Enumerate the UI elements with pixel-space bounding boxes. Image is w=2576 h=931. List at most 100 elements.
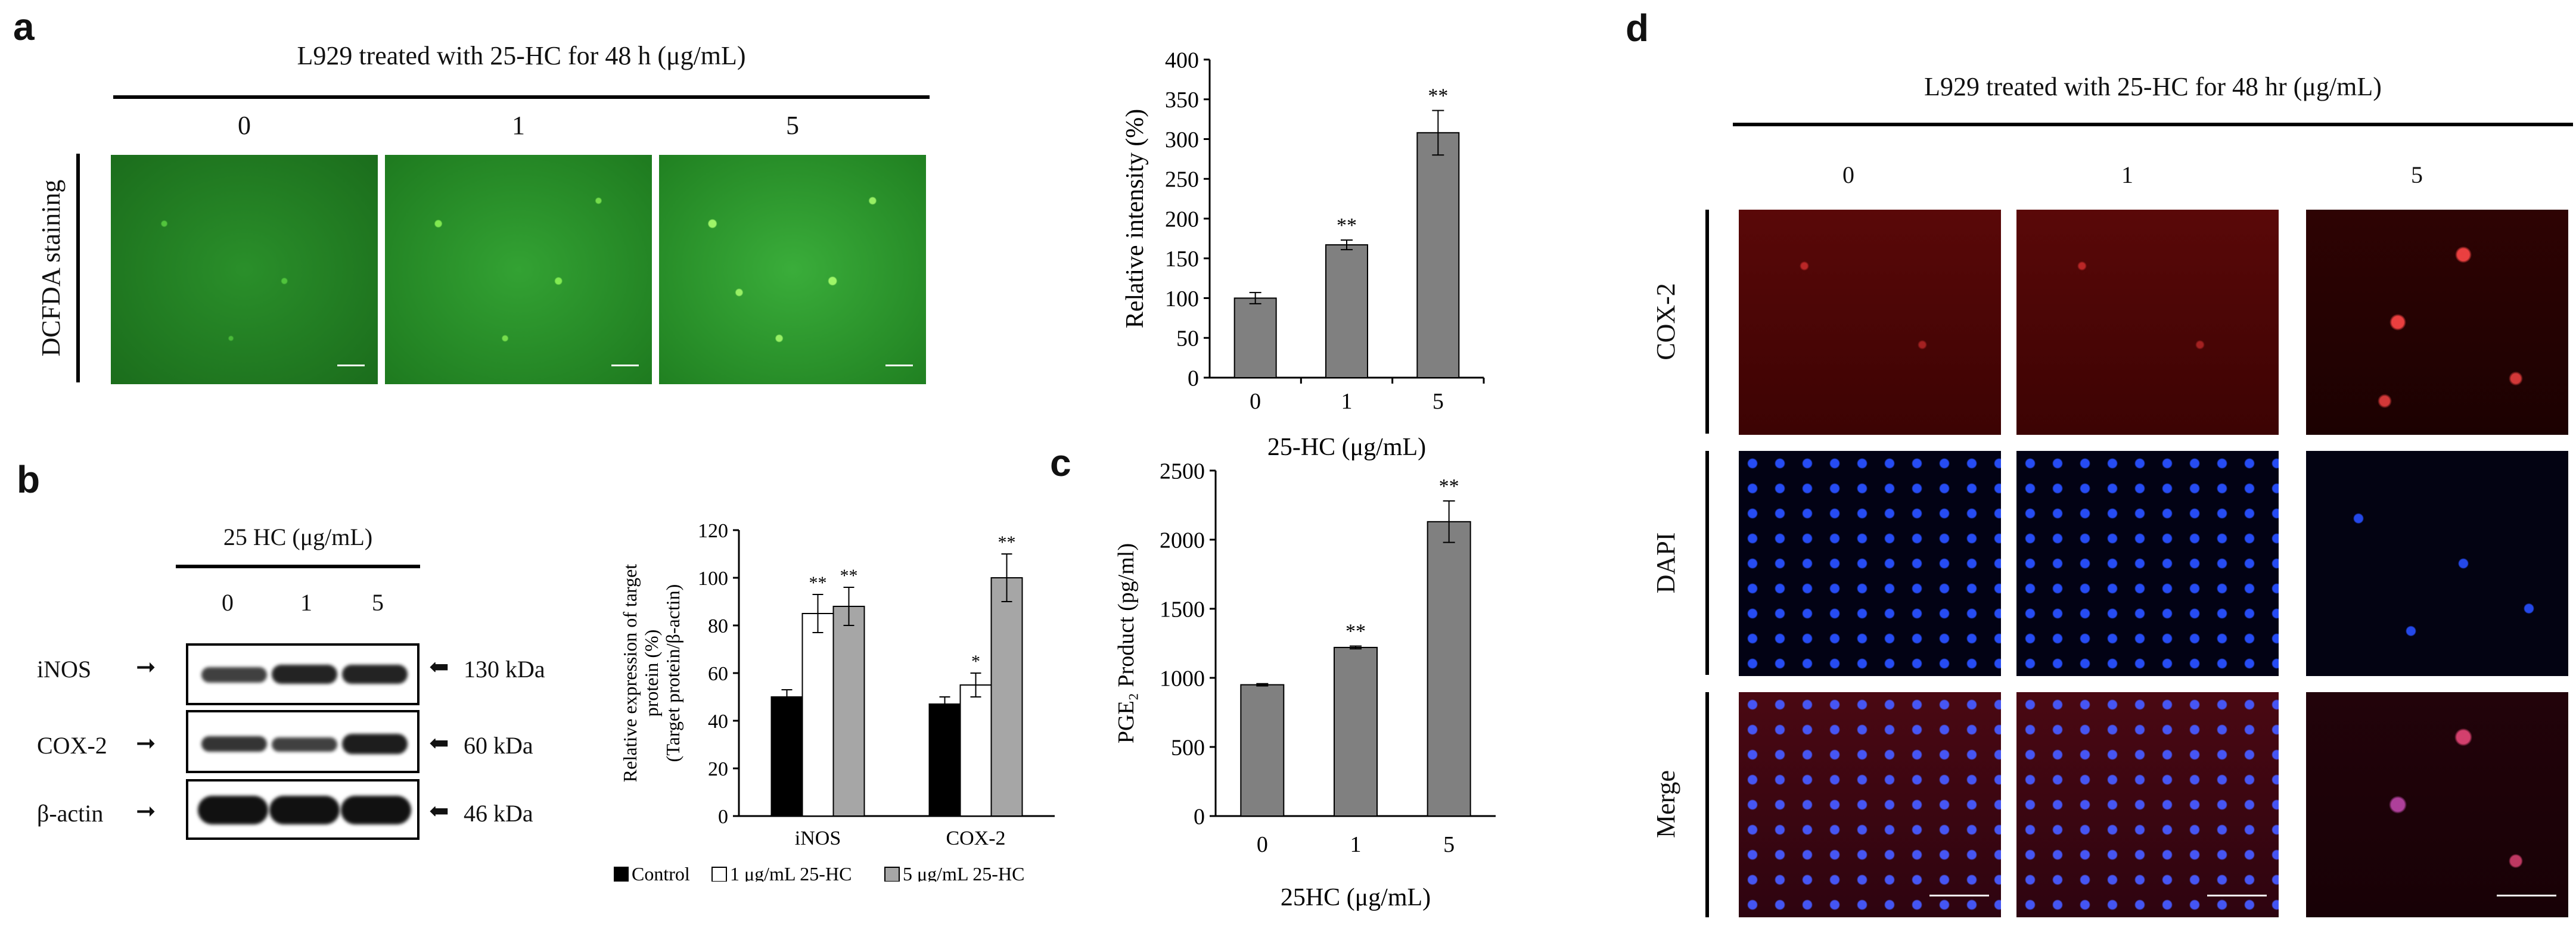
arrow-icon: ➞ bbox=[136, 653, 156, 680]
panel-a-title: L929 treated with 25-HC for 48 h (μg/mL) bbox=[297, 41, 746, 70]
scale-bar bbox=[337, 365, 365, 366]
y-tick-label: 350 bbox=[1165, 88, 1199, 113]
cox2-image-dose-1 bbox=[2016, 210, 2279, 435]
cox2-image-dose-5 bbox=[2306, 210, 2568, 435]
scale-bar bbox=[2207, 895, 2267, 896]
panel-d-title-rule bbox=[1733, 123, 2573, 126]
panel-a-dose-5: 5 bbox=[786, 111, 799, 140]
blot-size-inos: 130 kDa bbox=[464, 656, 545, 683]
blot-inos bbox=[186, 643, 420, 705]
significance-label: ** bbox=[1346, 621, 1366, 643]
panel-d-row-label-cox2: COX-2 bbox=[1651, 283, 1680, 360]
panel-d-dose-1: 1 bbox=[2121, 161, 2133, 188]
cox2-image-dose-0 bbox=[1739, 210, 2001, 435]
arrow-icon: ⬅ bbox=[429, 798, 449, 824]
significance-label: ** bbox=[809, 573, 827, 593]
x-tick-label: 1 bbox=[1350, 832, 1362, 857]
blot-label-inos: iNOS bbox=[37, 656, 92, 683]
dcfda-image-dose-0 bbox=[111, 155, 378, 384]
bar-0 bbox=[1240, 684, 1285, 817]
panel-a-row-rule bbox=[76, 154, 80, 382]
panel-a-row-label: DCFDA staining bbox=[36, 179, 66, 357]
bar-5 bbox=[1427, 521, 1471, 817]
y-tick-label: 300 bbox=[1165, 127, 1199, 152]
panel-a-dose-1: 1 bbox=[512, 111, 525, 140]
y-axis-label: Relative intensity (%) bbox=[1121, 109, 1149, 329]
band-cox2-5 bbox=[342, 734, 408, 754]
panel-b-title: 25 HC (μg/mL) bbox=[223, 524, 373, 550]
dcfda-image-dose-5 bbox=[659, 155, 926, 384]
dcfda-image-dose-1 bbox=[385, 155, 652, 384]
significance-label: * bbox=[971, 652, 980, 671]
y-tick-label: 1000 bbox=[1160, 666, 1205, 691]
bar-iNOS-1 μg/mL 25-HC bbox=[801, 613, 834, 817]
arrow-icon: ➞ bbox=[136, 798, 156, 824]
bar-1 bbox=[1334, 646, 1378, 817]
y-tick-label: 20 bbox=[708, 758, 728, 780]
panel-b-dose-0: 0 bbox=[222, 589, 234, 616]
y-tick-label: 200 bbox=[1165, 207, 1199, 232]
blot-size-actin: 46 kDa bbox=[464, 800, 533, 827]
panel-a-bar-chart: 0 50 100 150 200 250 300 350 400 0 ** 1 ** 5 25-HC (μg… bbox=[1121, 48, 1485, 461]
y-tick-label: 0 bbox=[718, 806, 728, 828]
y-tick-label: 60 bbox=[708, 663, 728, 685]
panel-label-d: d bbox=[1626, 7, 1649, 49]
significance-label: ** bbox=[1428, 85, 1448, 107]
panel-b-title-rule bbox=[176, 565, 420, 568]
band-cox2-1 bbox=[272, 737, 337, 752]
x-tick-label: 1 bbox=[1341, 389, 1353, 414]
y-tick-label: 2000 bbox=[1160, 528, 1205, 553]
bar-5 bbox=[1416, 132, 1460, 378]
panel-d-row-rule bbox=[1705, 451, 1709, 675]
y-axis-label: Relative expression of target bbox=[619, 564, 641, 783]
band-inos-5 bbox=[342, 665, 408, 684]
panel-b-dose-5: 5 bbox=[372, 589, 384, 616]
blot-actin bbox=[186, 779, 420, 840]
legend-swatch-3 bbox=[884, 867, 900, 882]
bar-1 bbox=[1325, 244, 1368, 378]
band-actin-5 bbox=[341, 796, 411, 824]
y-tick-label: 100 bbox=[698, 568, 728, 590]
bar-COX-2-1 μg/mL 25-HC bbox=[959, 684, 992, 817]
blot-size-cox2: 60 kDa bbox=[464, 732, 533, 759]
panel-d-dose-5: 5 bbox=[2411, 161, 2423, 188]
panel-d-title: L929 treated with 25-HC for 48 hr (μg/mL… bbox=[1924, 72, 2382, 101]
blot-label-actin: β-actin bbox=[37, 800, 104, 827]
y-tick-label: 500 bbox=[1171, 735, 1205, 760]
legend-label-2: 1 μg/mL 25-HC bbox=[730, 863, 852, 882]
panel-d-dose-0: 0 bbox=[1842, 161, 1854, 188]
blot-label-cox2: COX-2 bbox=[37, 732, 107, 759]
y-tick-label: 50 bbox=[1176, 326, 1199, 351]
band-cox2-0 bbox=[201, 736, 267, 752]
y-axis-label: PGE₂ Product (pg/ml) bbox=[1114, 543, 1139, 743]
merge-image-dose-0 bbox=[1739, 692, 2001, 917]
panel-label-a: a bbox=[13, 5, 35, 48]
y-tick-label: 100 bbox=[1165, 287, 1199, 312]
y-tick-label: 1500 bbox=[1160, 597, 1205, 622]
significance-label: ** bbox=[998, 533, 1016, 552]
legend-swatch-1 bbox=[614, 867, 629, 882]
merge-image-dose-1 bbox=[2016, 692, 2279, 917]
scale-bar bbox=[885, 365, 913, 366]
panel-label-c: c bbox=[1050, 441, 1071, 484]
significance-label: ** bbox=[1439, 475, 1459, 497]
arrow-icon: ⬅ bbox=[429, 653, 449, 680]
panel-label-b: b bbox=[17, 458, 41, 501]
arrow-icon: ➞ bbox=[136, 730, 156, 756]
dapi-image-dose-5 bbox=[2306, 451, 2568, 676]
legend-label-1: Control bbox=[632, 863, 690, 882]
y-tick-label: 0 bbox=[1188, 366, 1199, 391]
y-tick-label: 400 bbox=[1165, 48, 1199, 73]
band-inos-1 bbox=[272, 665, 337, 684]
band-inos-0 bbox=[201, 667, 267, 683]
bar-iNOS-Control bbox=[770, 696, 803, 817]
panel-a-title-rule bbox=[113, 95, 930, 99]
arrow-icon: ⬅ bbox=[429, 730, 449, 756]
significance-label: ** bbox=[1337, 214, 1357, 236]
y-tick-label: 250 bbox=[1165, 167, 1199, 192]
bar-COX-2-5 μg/mL 25-HC bbox=[990, 577, 1023, 817]
y-tick-label: 0 bbox=[1194, 804, 1205, 829]
legend-label-3: 5 μg/mL 25-HC bbox=[903, 863, 1024, 882]
panel-d-row-label-dapi: DAPI bbox=[1651, 532, 1680, 594]
